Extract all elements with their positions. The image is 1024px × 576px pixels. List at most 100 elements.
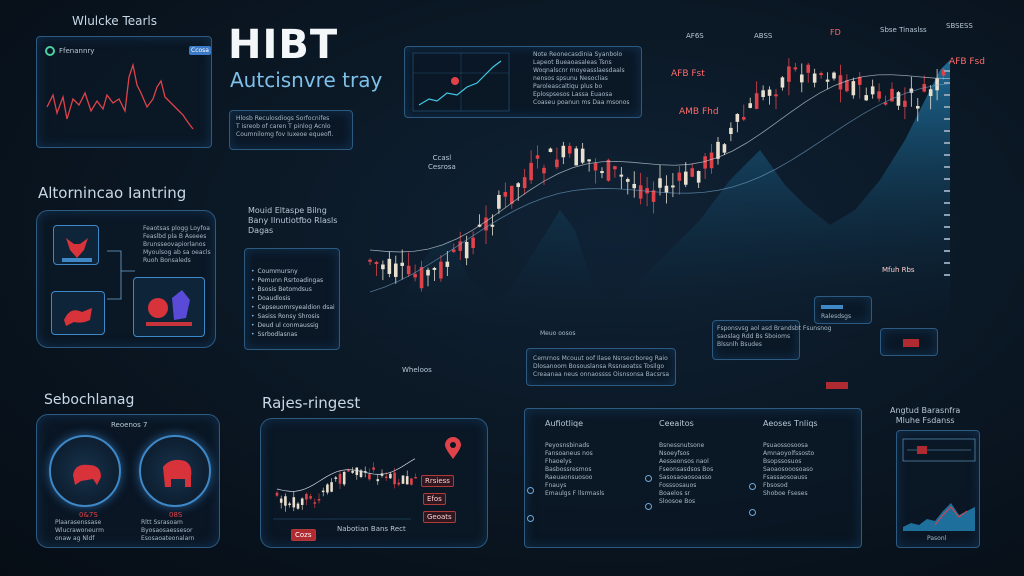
- list-panel: Coummursny Pemunn Rsrtoadingas Bsosis Be…: [244, 248, 340, 350]
- mini-candle-body: [376, 479, 380, 482]
- characters-icon-box[interactable]: [133, 277, 205, 337]
- candle-body: [555, 159, 559, 168]
- mini-candle-body: [393, 472, 396, 485]
- list-item: Coummursny: [251, 267, 335, 276]
- section-bottom-left-heading: Sebochlanag: [44, 392, 135, 408]
- brand-icon: [45, 46, 55, 56]
- candle-body: [509, 185, 514, 204]
- bull-icon-box[interactable]: [53, 225, 99, 265]
- column-item: Fosssosauos: [659, 482, 697, 489]
- section-bottom-mid-heading: Rajes-ringest: [262, 394, 361, 412]
- column-item: Bsnessnutsone: [659, 442, 705, 449]
- section-bottom-mid-panel[interactable]: Rrsiess Efos Geoats Nabotian Bans Rect C…: [260, 418, 488, 548]
- candle-body: [651, 190, 656, 202]
- column-item: Sasosaoaosoasso: [659, 474, 712, 481]
- mini-candle-body: [351, 470, 354, 473]
- column-item: Sloosoe Bos: [659, 498, 696, 505]
- top-label-1: AF6S: [686, 32, 704, 40]
- candle-body: [445, 261, 450, 267]
- mini-candle-body: [275, 492, 279, 496]
- elephant-icon: [163, 459, 192, 487]
- candle-body: [619, 174, 624, 177]
- candle-body: [903, 100, 907, 107]
- candle-body: [812, 73, 817, 83]
- candle-body: [497, 194, 501, 209]
- candle-body: [877, 91, 881, 99]
- right-box[interactable]: Ralesdsgs: [814, 296, 872, 324]
- bottom-right-panel[interactable]: Pasonl: [896, 430, 980, 548]
- center-callout-top: Note Reonecasdinia Syanbolo Lapeot Bueao…: [404, 46, 642, 118]
- animal-icon-box[interactable]: [51, 291, 105, 335]
- candle-body: [741, 117, 746, 120]
- column-item: Aesseonsos naol: [659, 458, 709, 465]
- candle-body: [587, 159, 591, 162]
- axis-tick: [944, 274, 950, 276]
- section-bottom-left-label: Reoenos 7: [111, 421, 148, 429]
- mid-tag-1: Rrsiess: [421, 475, 454, 487]
- mini-candle-body: [334, 477, 338, 479]
- candle-body: [484, 217, 488, 231]
- mini-candle-body: [284, 496, 287, 506]
- candle-body: [690, 168, 695, 177]
- candle-body: [522, 177, 527, 188]
- column-item: Raeuaonsuosoo: [545, 474, 593, 481]
- axis-tick: [944, 214, 950, 216]
- candle-body: [890, 88, 894, 102]
- candle-body: [729, 127, 733, 135]
- candle-body: [580, 148, 585, 163]
- timeline-node: [527, 487, 534, 494]
- candle-body: [909, 88, 914, 93]
- caption-left: Plaarasenssase Wlucrawoneurm onaw ag Nld…: [55, 519, 104, 542]
- column-1-title: Aufiotliqe: [545, 419, 584, 428]
- column-item: Saoaosooosoaso: [763, 466, 813, 473]
- center-top-label: Ccasl Cesrosa: [428, 154, 456, 171]
- axis-tick: [944, 154, 950, 156]
- column-item: Fsassaosoauss: [763, 474, 808, 481]
- caption-right: Rltt Ssrasoam Byosaosaessesor Esosaoateo…: [141, 519, 195, 542]
- column-item: Amnaoyolfssosto: [763, 450, 815, 457]
- column-item: Basbossresmos: [545, 466, 592, 473]
- mini-candle-body: [355, 467, 359, 476]
- main-candle-chart: [368, 58, 951, 340]
- candle-body: [696, 171, 701, 183]
- top-left-chart-panel[interactable]: Ffenannry Ccosa: [36, 36, 212, 148]
- candle-body: [542, 167, 546, 174]
- price-tag-3: AFB Fsd: [949, 57, 985, 67]
- column-2: Ceeaitos Bsnessnutsone Nsoeyfsos Aesseon…: [659, 419, 759, 506]
- section-left-blurb: Feaotsas plogg Loyfoa Feaslbd pla B Asee…: [143, 225, 211, 264]
- list-items: Coummursny Pemunn Rsrtoadingas Bsosis Be…: [251, 267, 335, 339]
- mini-trend-line: [276, 458, 416, 492]
- section-bottom-left-panel: Reoenos 7 0&7S 08S Plaarasenssase Wlucra…: [36, 414, 220, 548]
- candle-body: [464, 241, 469, 259]
- list-item: Doaudlosis: [251, 294, 335, 303]
- moving-average-line: [369, 83, 951, 293]
- candle-body: [625, 179, 630, 182]
- axis-tick: [944, 238, 950, 240]
- right-circle[interactable]: [139, 435, 211, 507]
- top-left-line-chart: [46, 62, 194, 130]
- list-item: Sasiss Ronsy Shrosis: [251, 312, 335, 321]
- mini-candle-body: [321, 490, 325, 493]
- mini-candle-body: [305, 493, 308, 500]
- axis-tick: [944, 226, 950, 228]
- axis-tick: [944, 202, 950, 204]
- left-circle[interactable]: [49, 435, 121, 507]
- center-bottom-label: Wheloos: [402, 366, 432, 374]
- column-item: Fhaoelys: [545, 458, 572, 465]
- logo: HIBT: [228, 22, 339, 68]
- candle-body: [400, 262, 405, 266]
- mid-tag-2: Efos: [423, 493, 446, 505]
- bottom-right-panel-tag: Pasonl: [927, 535, 947, 542]
- column-2-title: Ceeaitos: [659, 419, 694, 428]
- axis-tick: [944, 166, 950, 168]
- candle-body: [645, 188, 649, 194]
- callout-bottom-text: Cemrnos Mcouut oof Ilase Nsrsecrboreg Ra…: [533, 355, 670, 378]
- mini-candle-body: [347, 470, 350, 472]
- candle-body: [915, 106, 920, 109]
- column-item: Shoboe Fseses: [763, 490, 808, 497]
- candle-body: [432, 267, 437, 270]
- mini-candle-body: [300, 498, 304, 505]
- right-box-2[interactable]: [880, 328, 938, 356]
- mini-candle-body: [342, 471, 346, 485]
- mini-candle-body: [372, 467, 375, 470]
